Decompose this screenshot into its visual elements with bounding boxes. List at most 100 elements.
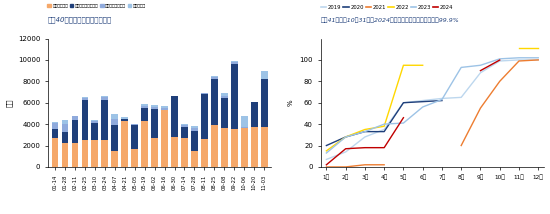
Bar: [141, 108, 148, 121]
2020: [439, 99, 446, 102]
Bar: [101, 97, 108, 100]
2023: [361, 130, 368, 133]
Bar: [151, 105, 158, 107]
Bar: [112, 125, 118, 151]
Bar: [131, 124, 138, 125]
Bar: [122, 121, 128, 167]
Text: 图艈40：近半月利率唇发行情况: 图艈40：近半月利率唇发行情况: [48, 17, 112, 24]
Bar: [191, 131, 197, 151]
2022: [400, 64, 407, 67]
Bar: [62, 124, 68, 132]
Bar: [221, 98, 228, 128]
Bar: [161, 110, 168, 167]
2019: [381, 128, 387, 131]
Bar: [151, 138, 158, 167]
Line: 2024: 2024: [326, 118, 404, 165]
Bar: [221, 128, 228, 167]
Bar: [211, 77, 218, 79]
2022: [342, 136, 349, 138]
Bar: [231, 61, 238, 62]
2024: [361, 146, 368, 149]
Bar: [241, 127, 248, 128]
Bar: [231, 129, 238, 167]
Bar: [52, 138, 58, 167]
Line: 2019: 2019: [326, 60, 538, 159]
2023: [342, 136, 349, 138]
Bar: [91, 121, 98, 123]
Bar: [81, 97, 88, 98]
Bar: [171, 96, 178, 137]
Bar: [62, 143, 68, 167]
Line: 2021: 2021: [326, 165, 384, 167]
Y-axis label: 䯿元: 䯿元: [6, 98, 12, 107]
Bar: [161, 106, 168, 108]
2020: [381, 130, 387, 133]
Bar: [151, 107, 158, 109]
Text: 图艈41：截至10月31日，2024年地方政府专项唇发行进度写99.9%: 图艈41：截至10月31日，2024年地方政府专项唇发行进度写99.9%: [321, 17, 459, 23]
Bar: [191, 126, 197, 128]
2021: [323, 166, 329, 168]
2024: [381, 146, 387, 149]
Bar: [182, 125, 188, 127]
Bar: [101, 96, 108, 97]
2022: [361, 128, 368, 131]
Bar: [112, 151, 118, 167]
Bar: [182, 124, 188, 125]
Bar: [182, 127, 188, 138]
2020: [361, 130, 368, 133]
2020: [323, 144, 329, 147]
2021: [342, 166, 349, 168]
2019: [477, 71, 484, 74]
Bar: [122, 117, 128, 119]
Bar: [182, 138, 188, 167]
Y-axis label: %: %: [288, 100, 294, 106]
Bar: [91, 120, 98, 121]
Bar: [251, 127, 257, 167]
2019: [439, 97, 446, 100]
Bar: [122, 119, 128, 121]
2019: [323, 158, 329, 161]
Bar: [52, 129, 58, 138]
Bar: [261, 79, 267, 127]
Bar: [201, 93, 208, 94]
Bar: [112, 114, 118, 119]
Bar: [72, 116, 78, 120]
Bar: [211, 76, 218, 77]
Line: 2022: 2022: [326, 65, 423, 151]
Bar: [171, 137, 178, 167]
2020: [420, 100, 426, 103]
Bar: [191, 128, 197, 131]
Bar: [141, 104, 148, 106]
2023: [497, 58, 503, 60]
2021: [381, 163, 387, 166]
Bar: [81, 98, 88, 100]
2023: [458, 66, 465, 69]
Bar: [101, 140, 108, 167]
Bar: [91, 140, 98, 167]
2019: [516, 59, 522, 61]
Bar: [81, 140, 88, 167]
Bar: [131, 149, 138, 167]
Bar: [231, 62, 238, 64]
Bar: [52, 122, 58, 123]
2019: [535, 59, 542, 61]
Bar: [221, 96, 228, 98]
Bar: [141, 121, 148, 167]
Bar: [62, 120, 68, 124]
Bar: [241, 116, 248, 127]
2019: [420, 99, 426, 102]
Legend: 国唇（䯿元）, 地方政府唇（䯿元）, 央行票据（䯿元）, 政策銀行唇: 国唇（䯿元）, 地方政府唇（䯿元）, 央行票据（䯿元）, 政策銀行唇: [46, 2, 147, 10]
Legend: 2019, 2020, 2021, 2022, 2023, 2024: 2019, 2020, 2021, 2022, 2023, 2024: [319, 3, 455, 12]
Bar: [72, 143, 78, 167]
2019: [361, 136, 368, 138]
2024: [400, 116, 407, 119]
Bar: [191, 151, 197, 167]
Bar: [201, 139, 208, 167]
Bar: [101, 100, 108, 140]
Bar: [131, 125, 138, 149]
Bar: [231, 64, 238, 129]
2024: [342, 147, 349, 150]
Bar: [201, 94, 208, 139]
2023: [535, 56, 542, 59]
Bar: [211, 79, 218, 125]
